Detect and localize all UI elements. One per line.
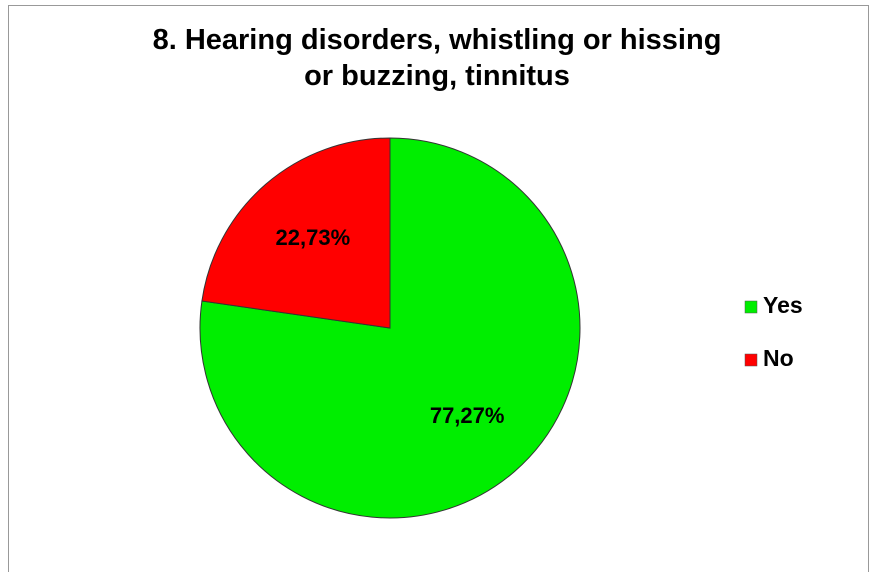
legend-label: Yes xyxy=(763,292,803,318)
chart-frame xyxy=(8,5,869,572)
data-label: 22,73% xyxy=(276,225,351,250)
legend-swatch xyxy=(744,300,758,314)
pie-slice xyxy=(201,137,391,329)
chart-title: 8. Hearing disorders, whistling or hissi… xyxy=(152,24,722,92)
legend-swatch xyxy=(744,353,758,367)
data-label: 77,27% xyxy=(430,403,505,428)
legend-label: No xyxy=(763,345,794,371)
